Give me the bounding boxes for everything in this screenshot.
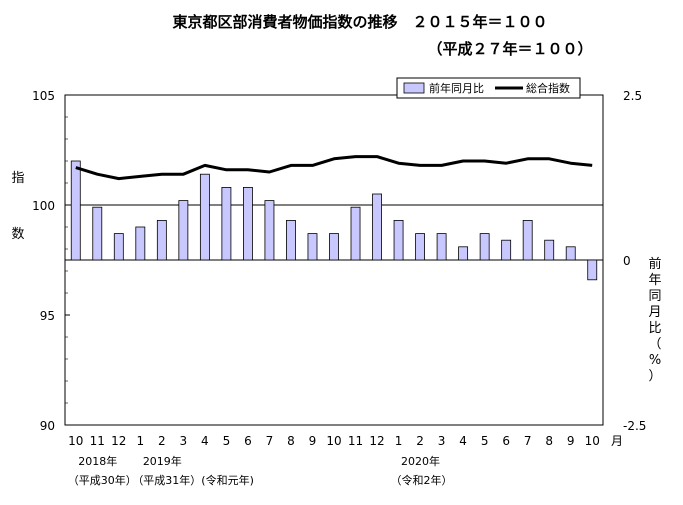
chart-title: 東京都区部消費者物価指数の推移 ２０１５年＝１００ (172, 13, 547, 31)
right-axis-title-char: 同 (648, 289, 661, 304)
bar-yoy (587, 259, 598, 281)
left-tick-label: 95 (40, 309, 55, 323)
x-era-label: （平成31年）(令和元年) (132, 473, 254, 487)
legend-swatch-bar (403, 82, 425, 94)
x-tick-label: 4 (201, 434, 209, 448)
x-tick-label: 1 (136, 434, 144, 448)
x-tick-label: 9 (567, 434, 575, 448)
x-tick-label: 7 (524, 434, 532, 448)
bar-yoy (329, 233, 339, 261)
bar-yoy (113, 233, 124, 261)
bar-yoy (221, 186, 232, 261)
x-tick-label: 8 (545, 434, 553, 448)
x-tick-label: 5 (481, 434, 489, 448)
bar-yoy (501, 239, 512, 261)
left-tick-label: 105 (32, 89, 55, 103)
x-tick-label: 11 (348, 434, 363, 448)
bar-yoy (436, 233, 447, 261)
bar-yoy (458, 246, 469, 261)
x-tick-label: 3 (438, 434, 446, 448)
x-tick-label: 4 (459, 434, 467, 448)
x-tick-label: 2 (158, 434, 166, 448)
bar-yoy (393, 219, 404, 261)
index-line (75, 155, 593, 181)
x-tick-label: 1 (395, 434, 403, 448)
x-tick-label: 12 (111, 434, 126, 448)
bar-yoy (70, 160, 81, 261)
left-tick-label: 90 (40, 419, 55, 433)
right-axis-title-char: % (649, 353, 661, 368)
left-axis-title-char: 指 (11, 171, 24, 186)
right-axis-title-char: （ (648, 337, 661, 352)
bar-yoy (199, 173, 210, 261)
right-axis-title-char: 前 (648, 256, 661, 272)
bar-yoy (135, 226, 146, 261)
bar-yoy (522, 219, 533, 261)
line-index (75, 155, 593, 181)
bar-yoy (479, 233, 490, 261)
x-tick-label: 6 (502, 434, 510, 448)
yoy-bars (70, 160, 598, 281)
x-era-label: （平成30年） (68, 473, 137, 487)
x-tick-label: 6 (244, 434, 252, 448)
bar-yoy (286, 219, 296, 261)
bar-yoy (415, 233, 425, 261)
x-tick-label: 2 (416, 434, 424, 448)
right-axis-title-char: 年 (648, 273, 661, 288)
x-tick-label: 3 (180, 434, 188, 448)
bar-yoy (156, 219, 167, 261)
legend-label-bar: 前年同月比 (429, 81, 484, 95)
legend: 前年同月比 総合指数 (396, 77, 581, 99)
right-tick-label: 0 (623, 254, 631, 268)
x-tick-label: 10 (585, 434, 600, 448)
bar-yoy (565, 246, 576, 261)
right-axis-title-char: 比 (648, 321, 661, 336)
x-year-label: 2018年 (78, 454, 117, 468)
legend-box (396, 77, 581, 99)
x-tick-label: 7 (266, 434, 274, 448)
x-tick-label: 9 (309, 434, 317, 448)
bar-yoy (243, 186, 253, 261)
left-axis-title-char: 数 (11, 227, 24, 242)
x-tick-label: 8 (287, 434, 295, 448)
right-tick-label: 2.5 (623, 89, 642, 103)
chart-subtitle: （平成２７年＝１００） (427, 40, 592, 58)
right-tick-label: -2.5 (623, 419, 646, 433)
bar-yoy (92, 206, 103, 261)
right-axis-title-char: 月 (648, 305, 661, 320)
left-tick-label: 100 (32, 199, 55, 213)
bar-yoy (178, 200, 189, 261)
bar-yoy (544, 239, 555, 261)
bar-yoy (350, 206, 361, 261)
right-axis-title-char: ） (648, 369, 661, 384)
x-tick-label: 12 (369, 434, 384, 448)
x-tick-label: 10 (68, 434, 83, 448)
bar-yoy (264, 200, 275, 261)
x-tick-label: 11 (90, 434, 105, 448)
x-era-label: （令和2年） (391, 473, 453, 487)
x-tick-label: 5 (223, 434, 231, 448)
x-tick-label: 10 (326, 434, 341, 448)
x-year-label: 2019年 (143, 454, 182, 468)
bar-yoy (307, 233, 318, 261)
bar-yoy (372, 193, 382, 261)
x-year-label: 2020年 (401, 454, 440, 468)
x-unit-label: 月 (611, 434, 623, 448)
legend-label-line: 総合指数 (526, 81, 570, 95)
